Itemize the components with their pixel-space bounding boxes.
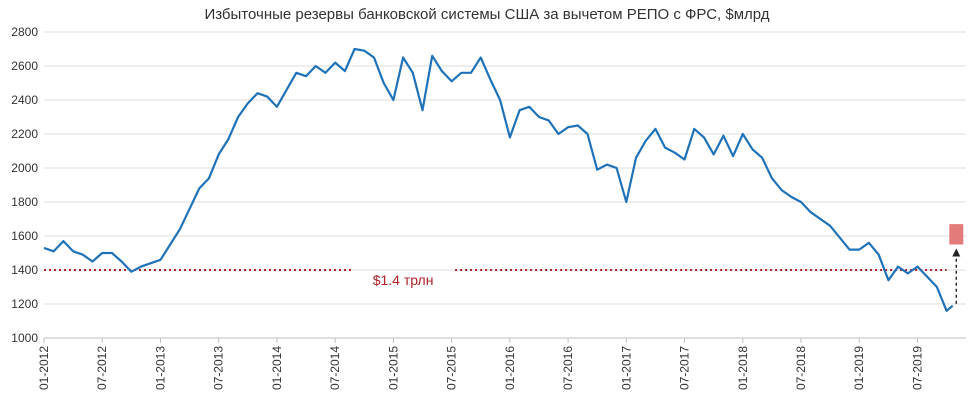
reference-line-group: $1.4 трлн [44,269,947,288]
projection-marker-group [949,224,964,304]
x-tick-label: 01-2018 [736,346,750,390]
x-tick-label: 01-2012 [37,346,51,390]
x-tick-label: 07-2015 [445,346,459,390]
x-tick-label: 01-2015 [386,346,400,390]
series-group [43,47,954,312]
y-tick-label: 1600 [11,229,38,243]
x-tick-label: 01-2013 [153,346,167,390]
x-tick-label: 01-2017 [619,346,633,390]
chart-title: Избыточные резервы банковской системы СШ… [204,6,770,23]
y-tick-label: 1800 [11,195,38,209]
x-tick-label: 07-2018 [794,346,808,390]
projection-arrow-head [952,248,961,257]
y-tick-label: 2400 [11,93,38,107]
y-tick-label: 2600 [11,59,38,73]
y-tick-label: 2200 [11,127,38,141]
x-tick-label: 01-2019 [852,346,866,390]
x-axis-ticks: 01-2012 07-2012 01-2013 07-2013 01-2014 07-20… [37,338,924,390]
y-tick-label: 1000 [11,331,38,345]
y-axis-ticks: 1000 1200 1400 1600 1800 2000 2200 2400 2600 2800 [11,25,38,345]
series-line [43,47,954,312]
y-tick-label: 1400 [11,263,38,277]
x-tick-label: 07-2013 [212,346,226,390]
x-tick-label: 01-2014 [270,346,284,390]
x-tick-label: 07-2014 [328,346,342,390]
y-tick-label: 2800 [11,25,38,39]
x-tick-label: 01-2016 [503,346,517,390]
projection-box [949,224,964,245]
x-tick-label: 07-2012 [95,346,109,390]
x-tick-label: 07-2017 [678,346,692,390]
y-tick-label: 2000 [11,161,38,175]
x-tick-label: 07-2019 [910,346,924,390]
reference-line-label: $1.4 трлн [373,272,434,288]
y-tick-label: 1200 [11,297,38,311]
x-tick-label: 07-2016 [561,346,575,390]
gridlines [44,31,966,339]
